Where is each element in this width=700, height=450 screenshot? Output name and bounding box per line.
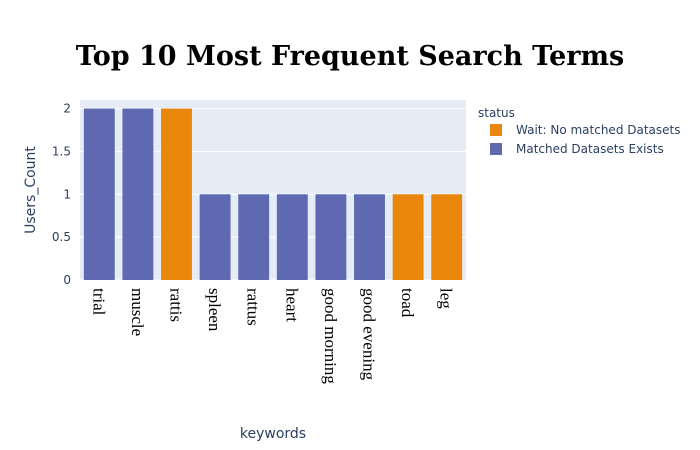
y-axis-ticks: 0 0.5 1 1.5 2 [52,102,71,287]
y-tick-label: 1 [63,187,71,201]
bar-good-morning[interactable] [315,194,347,280]
x-tick-label: rattus [244,288,263,326]
x-tick-label: toad [398,288,417,318]
legend-swatch[interactable] [490,143,502,155]
x-tick-label: good evening [360,288,379,381]
x-tick-label: muscle [128,288,147,336]
legend-item-label[interactable]: Matched Datasets Exists [516,142,664,156]
bar-trial[interactable] [83,108,115,280]
y-tick-label: 0 [63,273,71,287]
x-tick-label: good morning [321,288,340,384]
x-tick-label: rattis [167,288,186,322]
y-tick-label: 2 [63,102,71,116]
x-tick-label: spleen [205,288,224,332]
bar-rattis[interactable] [161,108,192,280]
x-tick-label: heart [282,288,301,322]
y-tick-label: 0.5 [52,230,71,244]
bar-toad[interactable] [392,194,424,280]
x-tick-label: trial [89,288,108,316]
x-axis-ticks: trial muscle rattis spleen rattus heart good m… [89,288,455,384]
x-tick-label: leg [437,288,456,309]
legend-item-label[interactable]: Wait: No matched Datasets [516,123,681,137]
bar-spleen[interactable] [199,194,231,280]
chart-title: Top 10 Most Frequent Search Terms [76,41,625,72]
bar-good-evening[interactable] [354,194,385,280]
x-axis-title: keywords [240,426,306,442]
y-axis-title: Users_Count [23,146,39,234]
bar-heart[interactable] [276,194,308,280]
bar-muscle[interactable] [122,108,154,280]
legend-title: status [478,106,515,120]
y-tick-label: 1.5 [52,144,71,158]
bar-leg[interactable] [431,194,463,280]
bars [83,108,463,280]
legend-swatch[interactable] [490,124,502,136]
legend[interactable]: status Wait: No matched Datasets Matched … [478,106,681,156]
bar-rattus[interactable] [238,194,270,280]
